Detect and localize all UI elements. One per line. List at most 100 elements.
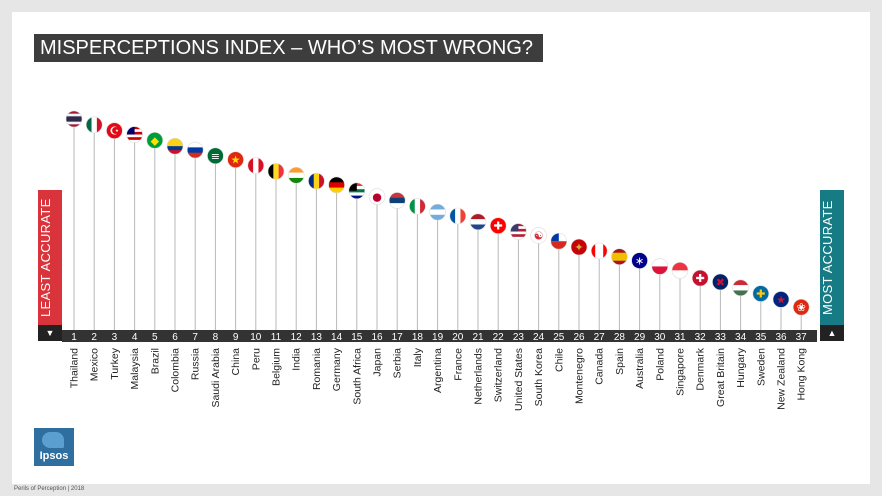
logo-mark-icon [42,432,64,448]
rank-number: 4 [132,332,138,343]
rank-number: 31 [674,332,686,343]
rank-number: 18 [412,332,424,343]
flag-marker [429,203,446,221]
flag-marker [85,116,103,134]
flag-marker [409,198,426,215]
rank-number: 27 [594,332,606,343]
rank-number: 25 [553,332,565,343]
country-label: Brazil [149,348,161,374]
rank-number: 20 [452,332,464,343]
flag-marker: ✦ [570,238,588,256]
rank-number: 12 [291,332,303,343]
flag-marker [186,141,204,159]
rank-number: 1 [71,332,77,343]
country-label: Hungary [735,347,747,387]
rank-number: 7 [192,332,198,343]
rank-number: 35 [755,332,767,343]
svg-text:●: ● [372,191,382,204]
flag-marker [166,137,184,155]
flag-marker: ● [368,188,386,205]
country-label: Saudi Arabia [210,348,222,408]
country-label: New Zealand [776,348,788,410]
rank-bar [62,330,817,342]
flag-marker [550,232,568,250]
rank-number: 26 [573,332,585,343]
country-label: Colombia [170,348,182,393]
logo-text: Ipsos [39,450,69,462]
country-label: Italy [412,347,424,367]
country-label: Belgium [271,348,283,386]
flag-marker: ✚ [691,269,709,287]
country-label: Spain [614,348,626,375]
rank-number: 37 [796,332,808,343]
flag-marker [510,223,527,240]
country-label: Switzerland [493,348,505,402]
country-label: Netherlands [473,348,485,405]
flag-marker [590,242,608,260]
flag-marker [449,207,467,225]
flag-marker: ∗ [631,252,648,269]
country-label: Singapore [675,348,687,396]
svg-text:∗: ∗ [635,255,644,268]
flag-marker [65,110,83,128]
up-arrow-icon: ▲ [820,325,844,341]
rank-number: 15 [351,332,363,343]
flag-marker [469,213,487,231]
svg-text:≡: ≡ [211,150,220,163]
country-label: South Korea [533,348,545,407]
svg-text:✖: ✖ [716,276,725,289]
flag-marker [308,172,325,190]
flag-marker [388,192,406,209]
svg-text:★: ★ [231,154,241,167]
rank-number: 23 [513,332,525,343]
country-label: Peru [250,348,262,370]
flag-marker: ❀ [792,298,810,316]
flag-marker: ✖ [712,273,729,291]
svg-text:✚: ✚ [756,288,765,301]
rank-number: 30 [654,332,666,343]
country-label: Turkey [109,347,121,379]
rank-number: 2 [91,332,97,343]
flag-marker [267,163,285,180]
rank-number: 28 [614,332,626,343]
svg-text:☪: ☪ [109,125,119,138]
country-label: South Africa [351,348,363,405]
rank-number: 3 [112,332,118,343]
rank-number: 24 [533,332,545,343]
flag-marker [611,248,628,266]
most-accurate-text: MOST ACCURATE [820,200,835,315]
country-label: Romania [311,348,323,390]
flag-marker [328,176,345,194]
least-accurate-label: LEAST ACCURATE ▼ [38,190,62,341]
country-label: Canada [594,348,606,385]
country-label: Great Britain [715,348,727,407]
flag-marker: ☯ [530,227,547,244]
country-label: Hong Kong [796,348,808,401]
country-label: France [452,348,464,381]
rank-number: 8 [213,332,219,343]
flag-marker: ✚ [752,285,770,302]
flag-marker [126,126,143,143]
rank-number: 21 [472,332,484,343]
most-accurate-label: MOST ACCURATE ▲ [820,190,844,341]
country-label: India [291,348,303,371]
country-label: Germany [331,347,343,391]
svg-text:✚: ✚ [494,220,503,233]
country-label: Montenegro [574,348,586,404]
rank-number: 33 [715,332,727,343]
rank-number: 13 [311,332,323,343]
country-label: Australia [634,348,646,389]
flag-marker: ★ [227,151,244,169]
chart-title: MISPERCEPTIONS INDEX – WHO’S MOST WRONG? [34,34,544,62]
flag-marker: ★ [772,291,790,308]
country-label: Argentina [432,348,444,393]
flag-marker: ◆ [146,132,164,149]
rank-number: 9 [233,332,239,343]
rank-number: 19 [432,332,444,343]
rank-number: 34 [735,332,747,343]
country-label: Japan [372,348,384,377]
svg-text:✦: ✦ [574,241,583,254]
rank-number: 17 [392,332,404,343]
country-label: United States [513,348,525,411]
